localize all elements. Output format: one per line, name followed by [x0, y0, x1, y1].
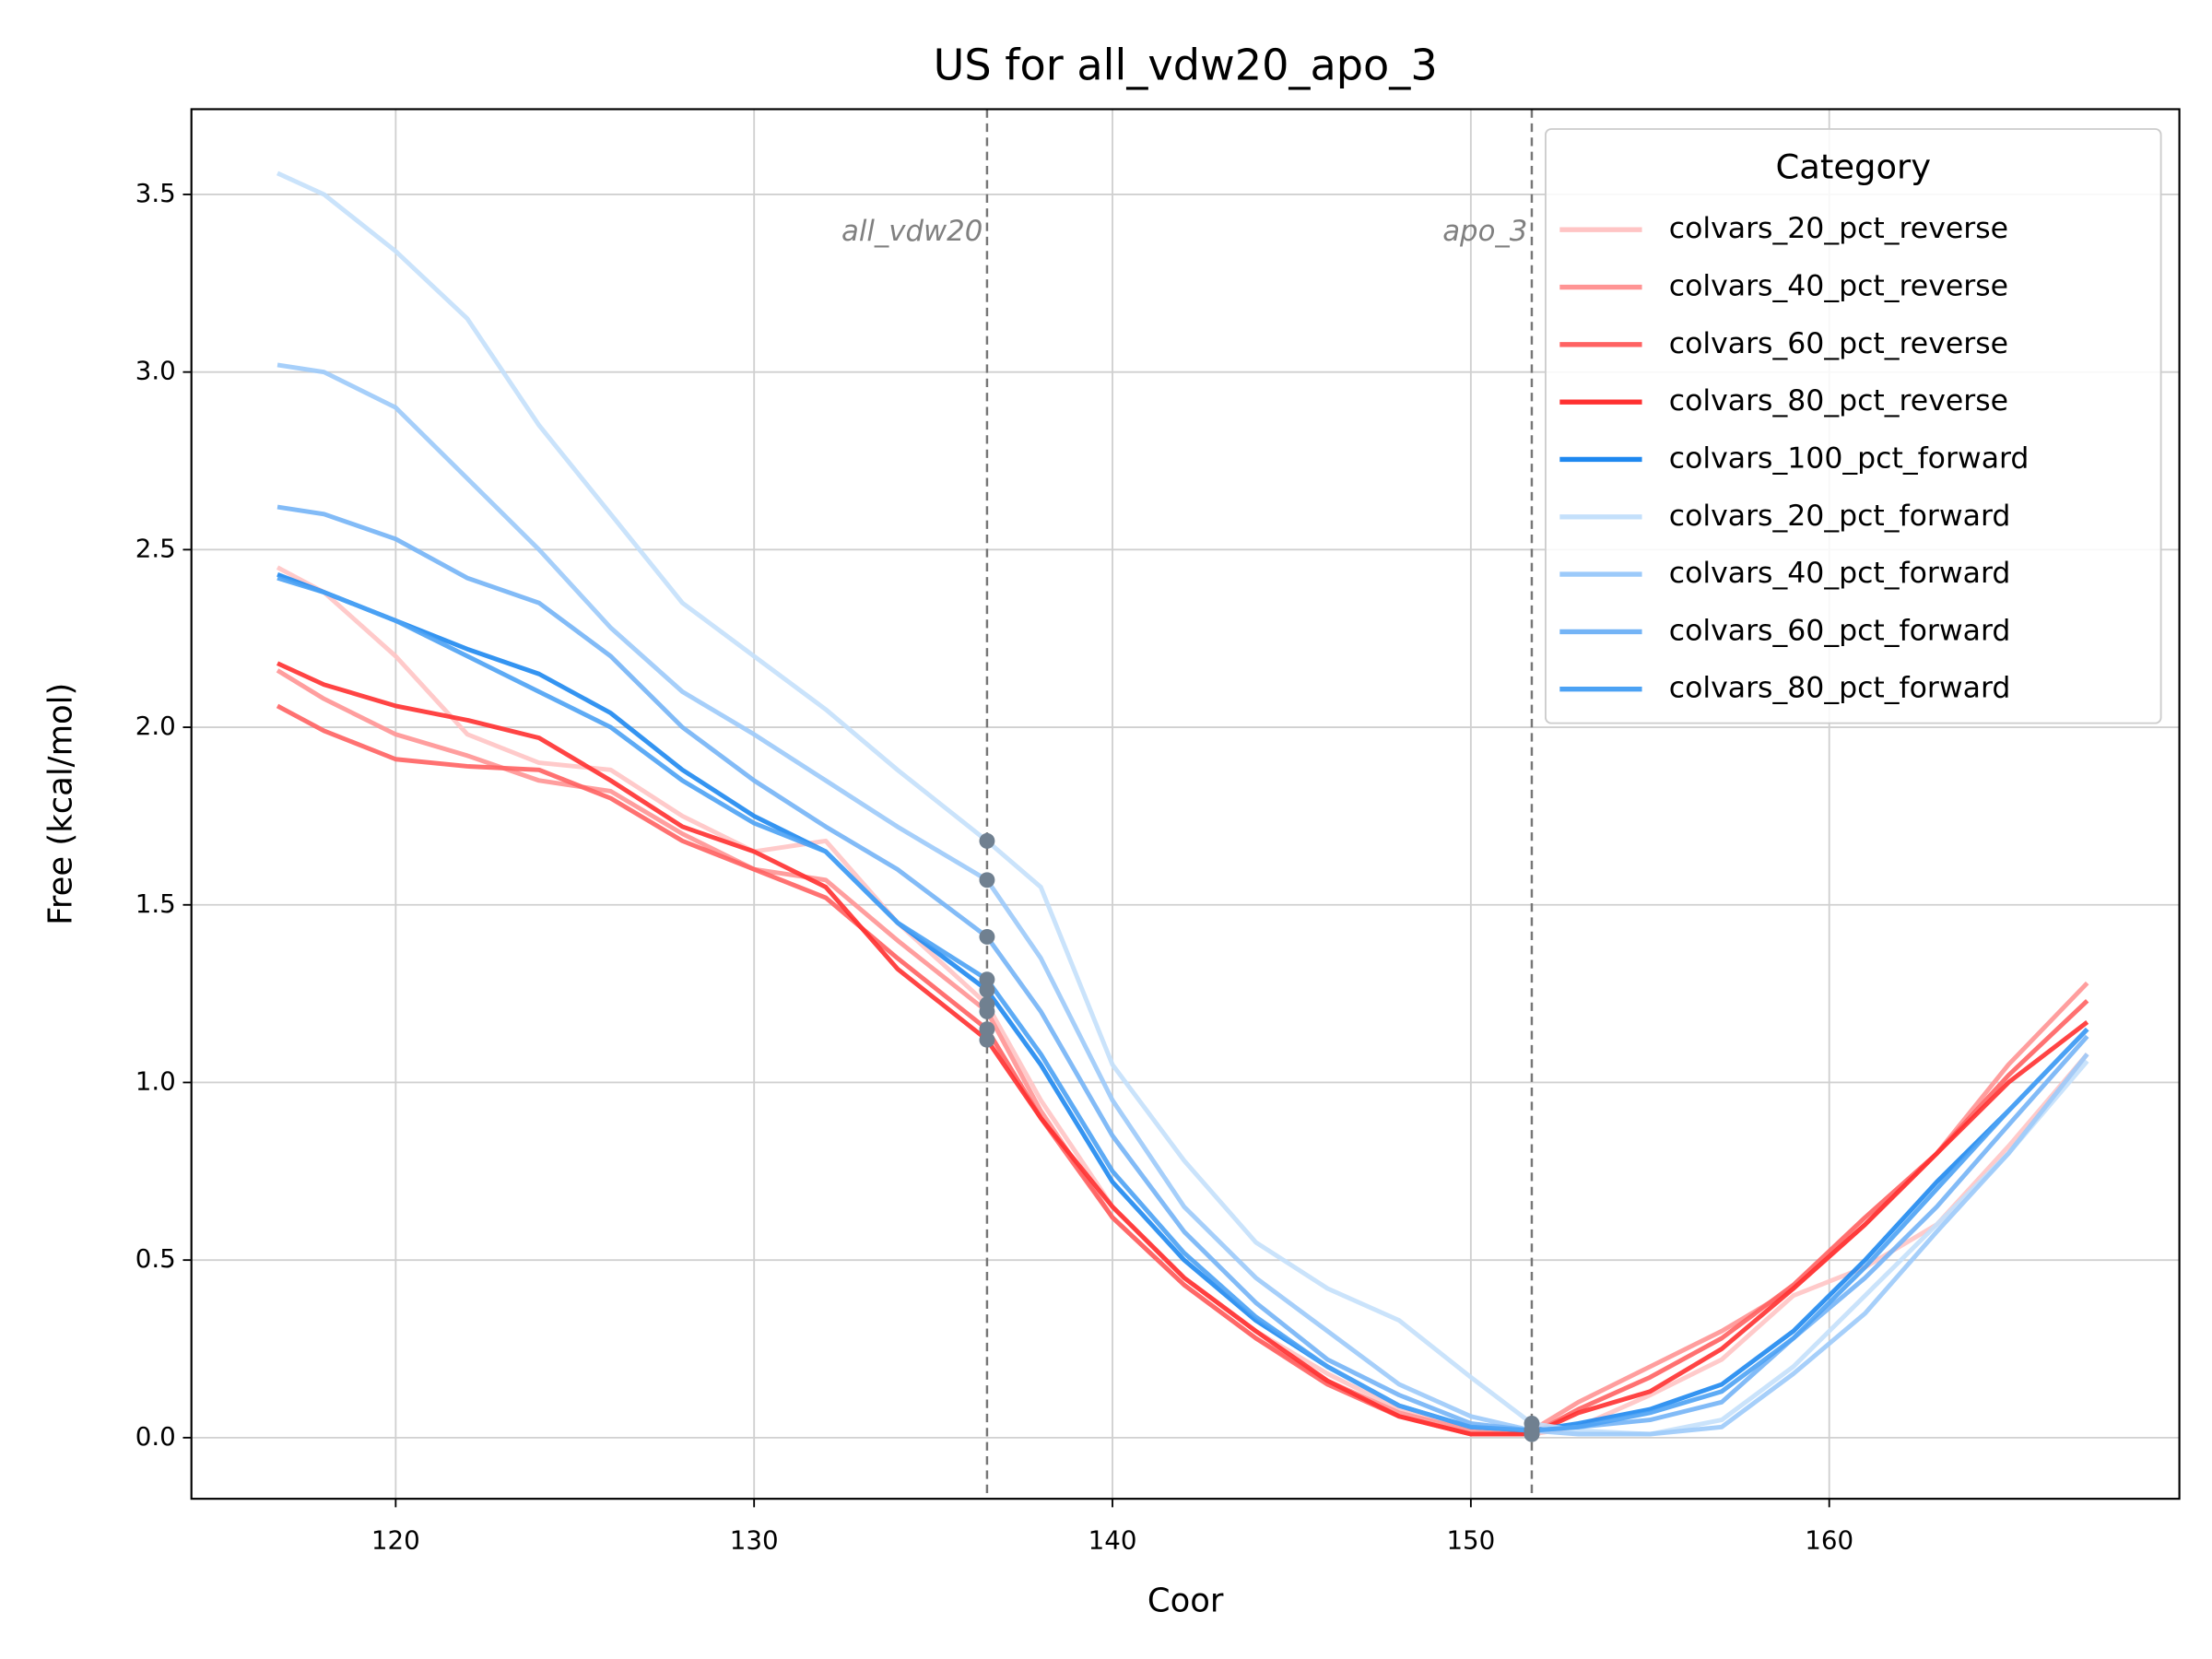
legend-label: colvars_60_pct_reverse — [1669, 327, 2008, 360]
marker-dot — [979, 832, 995, 849]
x-tick-label: 130 — [730, 1524, 779, 1555]
legend-label: colvars_80_pct_forward — [1669, 672, 2011, 705]
x-tick-label: 120 — [371, 1524, 420, 1555]
y-tick-label: 1.5 — [135, 888, 176, 919]
legend-label: colvars_20_pct_reverse — [1669, 212, 2008, 245]
legend-label: colvars_40_pct_reverse — [1669, 270, 2008, 303]
y-tick-label: 0.5 — [135, 1243, 176, 1274]
legend-label: colvars_80_pct_reverse — [1669, 384, 2008, 418]
marker-dot — [1524, 1422, 1540, 1439]
marker-dot — [979, 928, 995, 945]
y-tick-label: 3.5 — [135, 178, 176, 208]
x-tick-label: 160 — [1805, 1524, 1853, 1555]
x-tick-label: 150 — [1446, 1524, 1495, 1555]
data-line — [276, 171, 2089, 1437]
marker-dot — [979, 1021, 995, 1038]
plot-frame — [190, 108, 2181, 1500]
y-tick-label: 2.0 — [135, 711, 176, 741]
marker-dot — [979, 971, 995, 988]
data-line — [276, 504, 2089, 1433]
x-tick-label: 140 — [1088, 1524, 1137, 1555]
legend-label: colvars_60_pct_forward — [1669, 614, 2011, 647]
marker-dot — [979, 982, 995, 998]
y-tick-label: 3.0 — [135, 356, 176, 386]
data-line — [276, 362, 2089, 1437]
y-tick-label: 2.5 — [135, 533, 176, 563]
marker-dot — [979, 1003, 995, 1019]
legend-label: colvars_40_pct_forward — [1669, 557, 2011, 590]
data-line — [276, 575, 2089, 1433]
annotation-label: apo_3 — [1442, 215, 1527, 248]
marker-dot — [979, 1031, 995, 1048]
x-axis-label: Coor — [1147, 1582, 1224, 1619]
data-line — [276, 572, 2089, 1433]
legend-label: colvars_100_pct_forward — [1669, 441, 2030, 475]
legend-title: Category — [1775, 147, 1931, 187]
legend-label: colvars_20_pct_forward — [1669, 500, 2011, 533]
y-axis-label: Free (kcal/mol) — [42, 683, 80, 925]
chart-title: US for all_vdw20_apo_3 — [934, 40, 1438, 89]
legend-box — [1545, 128, 2162, 724]
marker-dot — [979, 872, 995, 888]
data-line — [276, 661, 2089, 1437]
data-line — [276, 703, 2089, 1437]
annotation-label: all_vdw20 — [841, 215, 982, 248]
y-tick-label: 0.0 — [135, 1421, 176, 1452]
y-tick-label: 1.0 — [135, 1065, 176, 1096]
